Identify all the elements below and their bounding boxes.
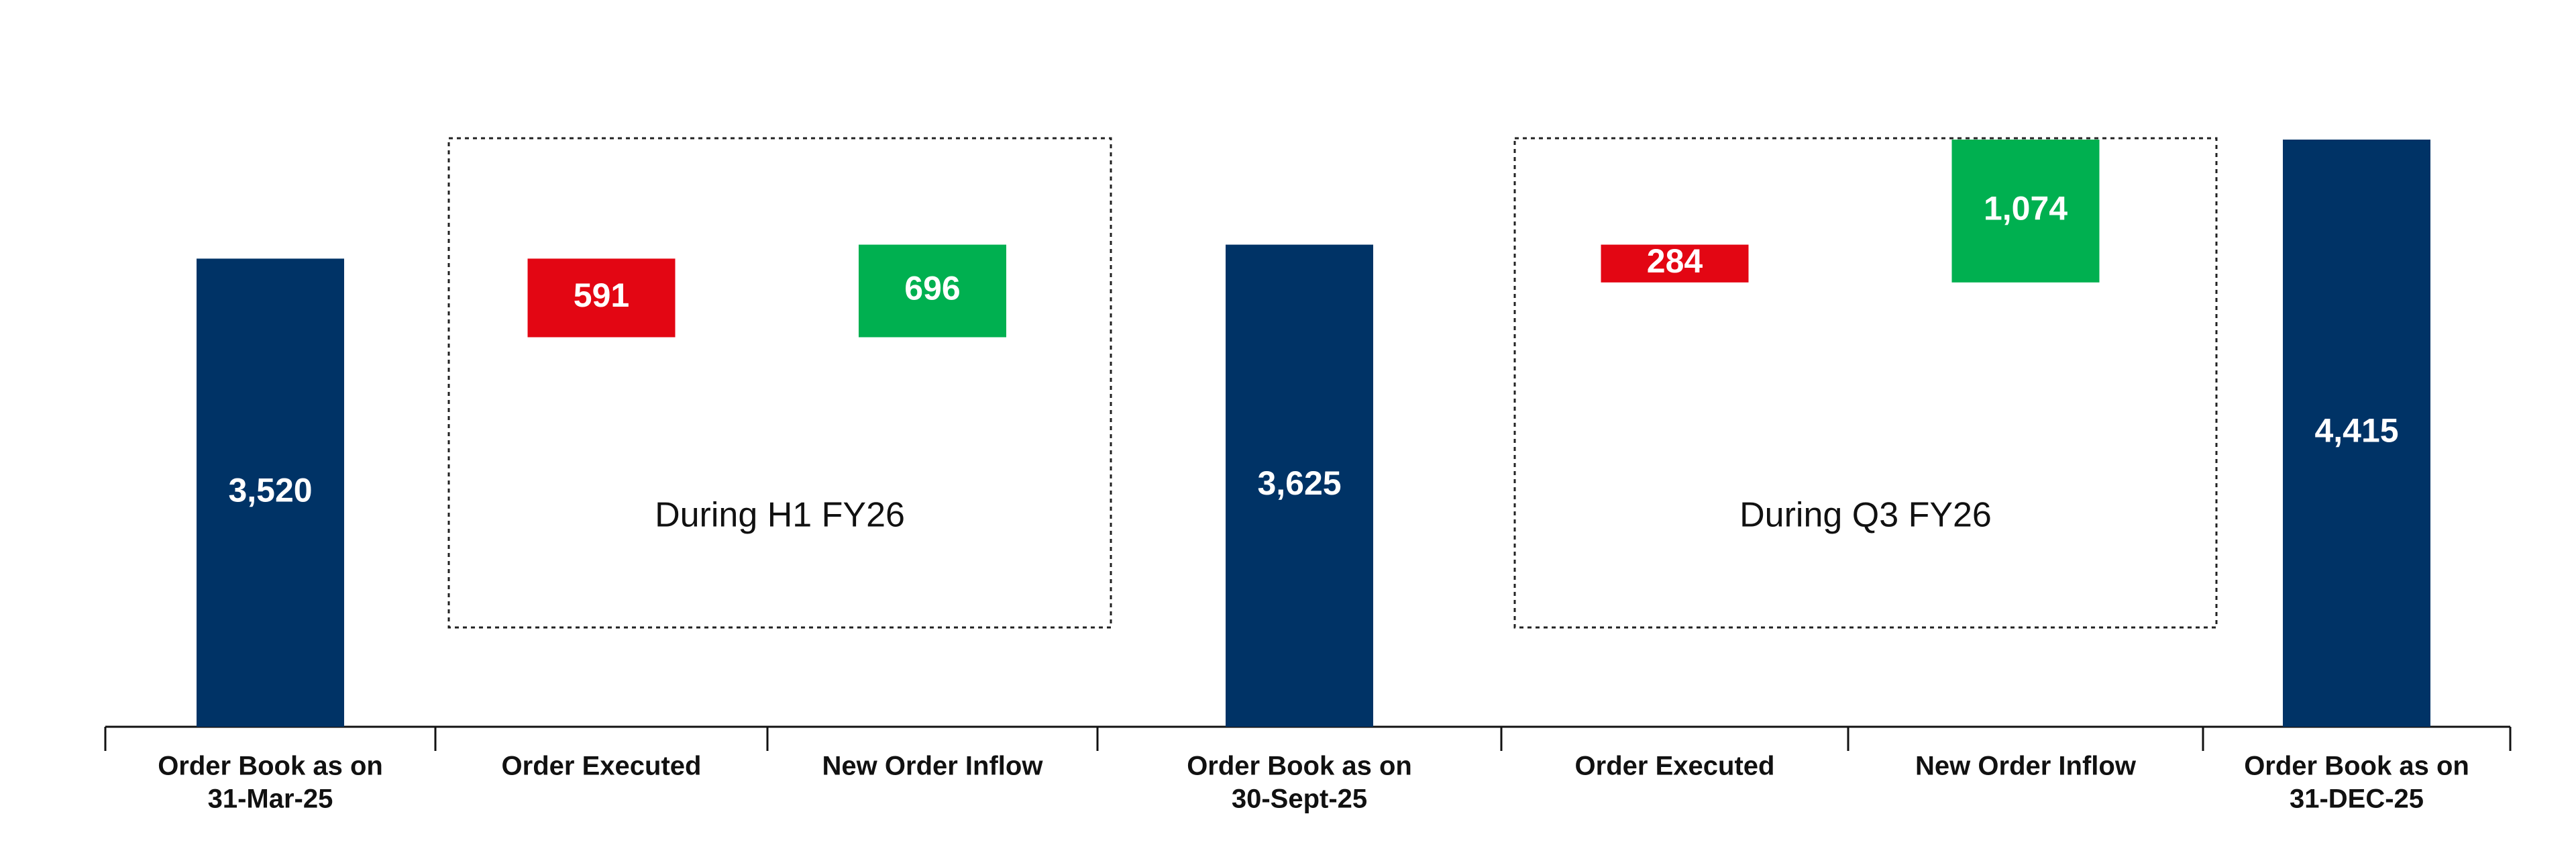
group-label: During H1 FY26: [655, 496, 905, 535]
bar: [527, 258, 676, 338]
value-label: 1,074: [1984, 190, 2068, 227]
bar: [859, 244, 1006, 338]
value-label: 591: [574, 276, 629, 314]
bar: [1601, 244, 1749, 283]
value-label: 696: [904, 270, 960, 307]
category-label: 31-DEC-25: [2290, 784, 2424, 814]
bar: [1951, 140, 2100, 283]
category-label: Order Executed: [1575, 752, 1775, 781]
bar: [1226, 244, 1373, 727]
category-label: 31-Mar-25: [208, 784, 333, 814]
category-label: 30-Sept-25: [1232, 784, 1367, 814]
category-label: New Order Inflow: [822, 752, 1044, 781]
value-label: 284: [1647, 242, 1703, 280]
category-label: Order Book as on: [2244, 752, 2469, 781]
category-label: Order Book as on: [158, 752, 383, 781]
category-label: Order Book as on: [1187, 752, 1412, 781]
group-box: [1513, 137, 2218, 629]
bar: [2283, 140, 2430, 727]
group-box: [447, 137, 1112, 629]
bar: [197, 258, 344, 727]
value-label: 4,415: [2314, 412, 2398, 450]
value-label: 3,625: [1257, 464, 1341, 502]
category-label: Order Executed: [502, 752, 702, 781]
group-label: During Q3 FY26: [1739, 496, 1992, 535]
value-label: 3,520: [228, 471, 312, 509]
category-label: New Order Inflow: [1915, 752, 2137, 781]
